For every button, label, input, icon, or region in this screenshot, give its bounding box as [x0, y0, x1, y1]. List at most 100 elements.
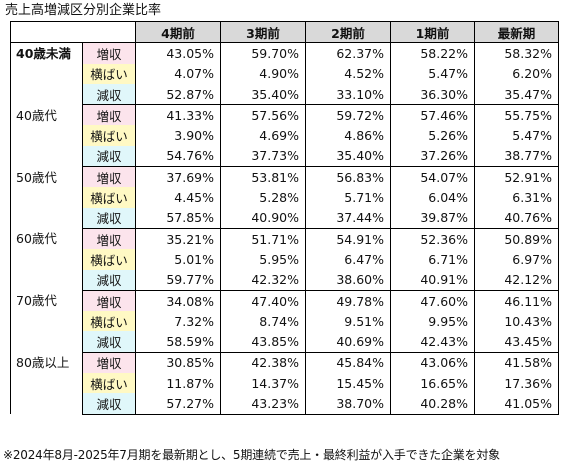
ratio-cell: 35.47%: [474, 83, 559, 106]
ratio-cell: 8.74%: [220, 311, 306, 332]
footnote: ※2024年8月-2025年7月期を最新期とし、5期連続で売上・最終利益が入手で…: [3, 448, 500, 462]
ratio-cell: 5.95%: [220, 249, 306, 270]
ratio-cell: 37.73%: [220, 145, 306, 168]
column-header: 2期前: [305, 20, 391, 44]
column-header: 4期前: [135, 20, 221, 44]
ratio-cell: 40.90%: [220, 207, 306, 229]
ratio-cell: 45.84%: [305, 351, 391, 374]
age-group-label: 50歳代: [10, 166, 83, 229]
change-type-label: 増収: [82, 227, 136, 250]
ratio-cell: 47.60%: [390, 289, 475, 312]
table-row: 横ばい 4.07% 4.90% 4.52% 5.47% 6.20%: [11, 63, 559, 84]
ratio-cell: 4.90%: [220, 63, 306, 84]
table-row: 減収 59.77% 42.32% 38.60% 40.91% 42.12%: [11, 269, 559, 291]
change-type-label: 横ばい: [82, 63, 136, 84]
ratio-cell: 51.71%: [220, 227, 306, 250]
table-row: 横ばい 4.45% 5.28% 5.71% 6.04% 6.31%: [11, 187, 559, 208]
ratio-cell: 56.83%: [305, 166, 391, 188]
ratio-cell: 52.36%: [390, 227, 475, 250]
ratio-cell: 43.85%: [220, 331, 306, 353]
ratio-cell: 6.71%: [390, 249, 475, 270]
ratio-cell: 42.38%: [220, 351, 306, 374]
ratio-cell: 59.70%: [220, 42, 306, 64]
ratio-cell: 11.87%: [135, 373, 221, 394]
ratio-cell: 40.76%: [474, 207, 559, 229]
table-row: 40歳未満 増収 43.05% 59.70% 62.37% 58.22% 58.32%: [10, 42, 559, 105]
table-row: 横ばい 3.90% 4.69% 4.86% 5.26% 5.47%: [11, 125, 559, 146]
ratio-cell: 41.33%: [135, 104, 221, 126]
ratio-cell: 58.22%: [390, 42, 475, 64]
ratio-cell: 59.72%: [305, 104, 391, 126]
change-type-label: 増収: [82, 289, 136, 312]
change-type-label: 減収: [82, 269, 136, 291]
table-row: 横ばい 7.32% 8.74% 9.51% 9.95% 10.43%: [11, 311, 559, 332]
ratio-cell: 50.89%: [474, 227, 559, 250]
table-row: 40歳代 増収 41.33% 57.56% 59.72% 57.46% 55.75%: [10, 104, 559, 167]
revenue-change-table: 4期前 3期前 2期前 1期前 最新期 40歳未満 増収 43.05% 59.70% 6…: [10, 20, 559, 415]
column-header: 3期前: [220, 20, 306, 44]
ratio-cell: 34.08%: [135, 289, 221, 312]
ratio-cell: 57.85%: [135, 207, 221, 229]
ratio-cell: 5.26%: [390, 125, 475, 146]
change-type-label: 増収: [82, 166, 136, 188]
ratio-cell: 15.45%: [305, 373, 391, 394]
ratio-cell: 38.77%: [474, 145, 559, 168]
ratio-cell: 55.75%: [474, 104, 559, 126]
header-row: 4期前 3期前 2期前 1期前 最新期: [10, 20, 559, 44]
table-row: 70歳代 増収 34.08% 47.40% 49.78% 47.60% 46.11%: [10, 289, 559, 353]
change-type-label: 減収: [82, 83, 136, 106]
ratio-cell: 6.20%: [474, 63, 559, 84]
ratio-cell: 38.60%: [305, 269, 391, 291]
table-row: 減収 57.27% 43.23% 38.70% 40.28% 41.05%: [11, 393, 559, 415]
ratio-cell: 3.90%: [135, 125, 221, 146]
ratio-cell: 52.87%: [135, 83, 221, 106]
header-corner: [10, 20, 136, 44]
change-type-label: 減収: [82, 207, 136, 229]
ratio-cell: 58.32%: [474, 42, 559, 64]
ratio-cell: 6.47%: [305, 249, 391, 270]
table-row: 横ばい 5.01% 5.95% 6.47% 6.71% 6.97%: [11, 249, 559, 270]
change-type-label: 増収: [82, 42, 136, 64]
change-type-label: 横ばい: [82, 311, 136, 332]
change-type-label: 横ばい: [82, 125, 136, 146]
ratio-cell: 38.70%: [305, 393, 391, 415]
ratio-cell: 4.07%: [135, 63, 221, 84]
ratio-cell: 49.78%: [305, 289, 391, 312]
ratio-cell: 42.12%: [474, 269, 559, 291]
ratio-cell: 40.91%: [390, 269, 475, 291]
ratio-cell: 4.69%: [220, 125, 306, 146]
table-row: 減収 57.85% 40.90% 37.44% 39.87% 40.76%: [11, 207, 559, 229]
change-type-label: 減収: [82, 331, 136, 353]
table-row: 減収 54.76% 37.73% 35.40% 37.26% 38.77%: [11, 145, 559, 168]
ratio-cell: 54.91%: [305, 227, 391, 250]
ratio-cell: 35.21%: [135, 227, 221, 250]
ratio-cell: 5.01%: [135, 249, 221, 270]
ratio-cell: 36.30%: [390, 83, 475, 106]
table-row: 減収 58.59% 43.85% 40.69% 42.43% 43.45%: [11, 331, 559, 353]
column-header: 1期前: [390, 20, 475, 44]
change-type-label: 増収: [82, 351, 136, 374]
ratio-cell: 6.31%: [474, 187, 559, 208]
ratio-cell: 47.40%: [220, 289, 306, 312]
change-type-label: 減収: [82, 145, 136, 168]
column-header: 最新期: [474, 20, 559, 44]
ratio-cell: 37.69%: [135, 166, 221, 188]
ratio-cell: 33.10%: [305, 83, 391, 106]
ratio-cell: 37.44%: [305, 207, 391, 229]
ratio-cell: 54.07%: [390, 166, 475, 188]
ratio-cell: 17.36%: [474, 373, 559, 394]
ratio-cell: 58.59%: [135, 331, 221, 353]
ratio-cell: 39.87%: [390, 207, 475, 229]
ratio-cell: 5.28%: [220, 187, 306, 208]
ratio-cell: 16.65%: [390, 373, 475, 394]
ratio-cell: 53.81%: [220, 166, 306, 188]
table-title: 売上高増減区分別企業比率: [5, 3, 162, 18]
table-row: 60歳代 増収 35.21% 51.71% 54.91% 52.36% 50.89%: [10, 227, 559, 291]
age-group-label: 40歳代: [10, 104, 83, 167]
table-row: 80歳以上 増収 30.85% 42.38% 45.84% 43.06% 41.58%: [10, 351, 559, 415]
ratio-cell: 6.04%: [390, 187, 475, 208]
ratio-cell: 4.52%: [305, 63, 391, 84]
change-type-label: 横ばい: [82, 187, 136, 208]
ratio-cell: 4.86%: [305, 125, 391, 146]
ratio-cell: 40.69%: [305, 331, 391, 353]
